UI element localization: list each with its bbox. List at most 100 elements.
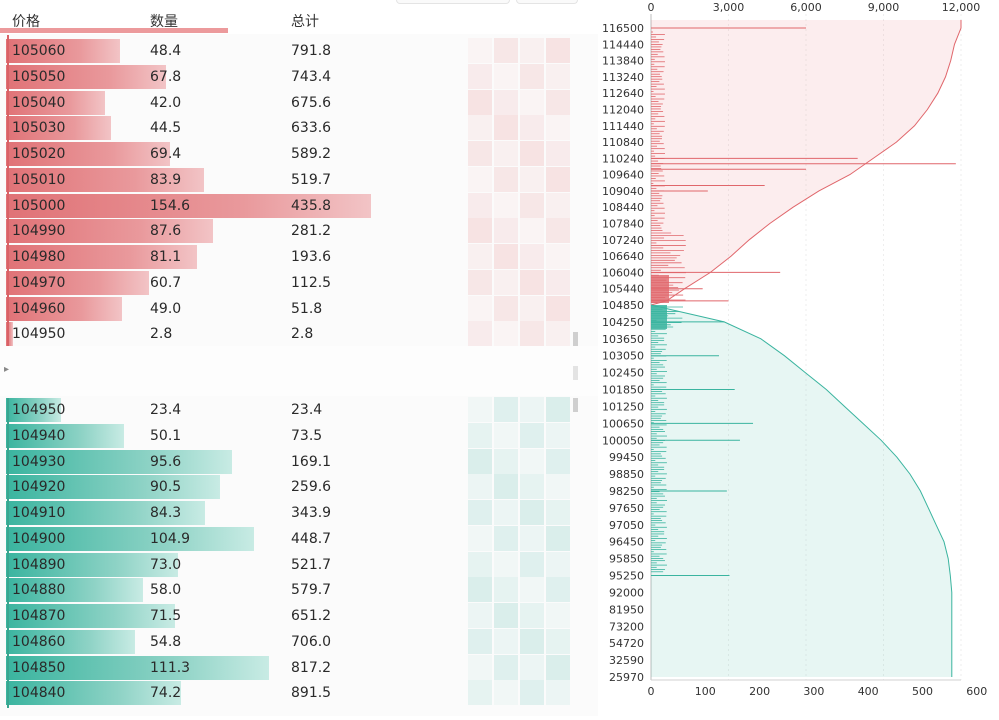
ask-row[interactable]: 104990 87.6 281.2 bbox=[0, 218, 598, 244]
bid-level-cluster bbox=[651, 305, 667, 329]
bid-heat-cell bbox=[468, 680, 492, 706]
ask-quantity-bar bbox=[6, 116, 112, 141]
bid-row[interactable]: 104840 74.2 891.5 bbox=[0, 680, 598, 706]
ask-row[interactable]: 105000 154.6 435.8 bbox=[0, 192, 598, 218]
price-axis-tick: 110840 bbox=[602, 136, 644, 149]
ask-price: 104950 bbox=[12, 326, 66, 343]
price-axis-tick: 104850 bbox=[602, 299, 644, 312]
expand-arrow-icon[interactable]: ▸ bbox=[4, 364, 10, 375]
top-axis-tick: 0 bbox=[648, 1, 655, 14]
price-axis-tick: 111440 bbox=[602, 120, 644, 133]
ask-total: 281.2 bbox=[291, 223, 332, 240]
bid-quantity-bar bbox=[6, 552, 179, 577]
ask-heat-cell bbox=[520, 244, 544, 269]
bid-row[interactable]: 104880 58.0 579.7 bbox=[0, 577, 598, 603]
bid-row[interactable]: 104930 95.6 169.1 bbox=[0, 448, 598, 474]
ask-row[interactable]: 104960 49.0 51.8 bbox=[0, 295, 598, 321]
ask-row[interactable]: 105040 42.0 675.6 bbox=[0, 89, 598, 115]
bid-heat-cell bbox=[520, 577, 544, 603]
ask-row[interactable]: 105050 67.8 743.4 bbox=[0, 63, 598, 89]
price-axis-tick: 103650 bbox=[602, 333, 644, 346]
ask-heat-cell bbox=[494, 166, 518, 192]
tab-handle[interactable] bbox=[516, 0, 578, 4]
ask-heat-cell bbox=[494, 141, 518, 166]
ask-total: 435.8 bbox=[291, 197, 332, 214]
bid-row[interactable]: 104920 90.5 259.6 bbox=[0, 474, 598, 500]
ask-level-cluster bbox=[651, 275, 669, 303]
price-axis-tick: 32590 bbox=[609, 654, 644, 667]
ask-quantity: 81.1 bbox=[150, 249, 182, 265]
bid-depth-line bbox=[650, 304, 953, 677]
ask-price: 105040 bbox=[12, 94, 66, 111]
bid-heat-cell bbox=[546, 577, 570, 603]
ask-heat-cell bbox=[494, 38, 518, 63]
bid-row[interactable]: 104850 111.3 817.2 bbox=[0, 654, 598, 680]
price-axis-tick: 54720 bbox=[609, 637, 644, 650]
top-axis-tick: 3,000 bbox=[713, 1, 745, 14]
bid-heat-cell bbox=[520, 448, 544, 474]
top-axis-tick: 12,000 bbox=[942, 1, 981, 14]
bid-heat-cell bbox=[468, 603, 492, 628]
bid-quantity: 50.1 bbox=[150, 427, 182, 444]
bid-quantity-bar bbox=[6, 423, 125, 448]
bid-row[interactable]: 104950 23.4 23.4 bbox=[0, 397, 598, 422]
ask-heat-cell bbox=[468, 166, 492, 192]
ask-heat-cell bbox=[468, 321, 492, 347]
ask-depth-line bbox=[650, 20, 962, 306]
ask-total: 193.6 bbox=[291, 249, 332, 265]
price-axis-tick: 113840 bbox=[602, 55, 644, 68]
ask-quantity-bar bbox=[6, 64, 167, 89]
ask-row[interactable]: 104980 81.1 193.6 bbox=[0, 244, 598, 269]
bid-heat-cell bbox=[520, 654, 544, 680]
ask-heat-cell bbox=[468, 141, 492, 166]
ask-heat-cell bbox=[468, 244, 492, 269]
bid-price: 104870 bbox=[12, 608, 66, 624]
bid-row[interactable]: 104900 104.9 448.7 bbox=[0, 525, 598, 551]
bid-row[interactable]: 104890 73.0 521.7 bbox=[0, 551, 598, 577]
ask-row[interactable]: 104950 2.8 2.8 bbox=[0, 321, 598, 347]
ask-total: 51.8 bbox=[291, 300, 323, 317]
ask-heat-cell bbox=[494, 244, 518, 269]
price-axis-tick: 116500 bbox=[602, 22, 644, 35]
ask-heat-cell bbox=[520, 218, 544, 244]
tab-handle[interactable] bbox=[396, 0, 510, 4]
ask-row[interactable]: 104970 60.7 112.5 bbox=[0, 269, 598, 295]
bid-row[interactable]: 104860 54.8 706.0 bbox=[0, 628, 598, 654]
ask-quantity: 87.6 bbox=[150, 223, 182, 240]
bid-row[interactable]: 104940 50.1 73.5 bbox=[0, 422, 598, 448]
ask-quantity-bar bbox=[6, 322, 13, 347]
ask-quantity: 2.8 bbox=[150, 326, 173, 343]
quantity-column-header: 数量 bbox=[150, 14, 178, 30]
bid-total: 579.7 bbox=[291, 582, 332, 599]
bid-price: 104880 bbox=[12, 582, 66, 599]
ask-row[interactable]: 105010 83.9 519.7 bbox=[0, 166, 598, 192]
scrollbar-thumb[interactable] bbox=[573, 398, 578, 412]
ask-quantity-bar bbox=[6, 193, 371, 218]
bid-quantity: 104.9 bbox=[150, 530, 191, 547]
ask-price: 105010 bbox=[12, 171, 66, 188]
bid-row[interactable]: 104910 84.3 343.9 bbox=[0, 500, 598, 525]
ask-heat-cell bbox=[520, 38, 544, 63]
bid-heat-cell bbox=[468, 654, 492, 680]
ask-quantity: 83.9 bbox=[150, 171, 182, 188]
scrollbar-track[interactable] bbox=[573, 366, 578, 380]
ask-heat-cell bbox=[468, 192, 492, 218]
ask-row[interactable]: 105020 69.4 589.2 bbox=[0, 141, 598, 166]
ask-row[interactable]: 105060 48.4 791.8 bbox=[0, 38, 598, 63]
total-column-header: 总计 bbox=[291, 14, 319, 30]
bid-heat-cell bbox=[468, 448, 492, 474]
bottom-axis-tick: 400 bbox=[858, 685, 879, 698]
bottom-axis-tick: 100 bbox=[695, 685, 716, 698]
ask-heat-cell bbox=[468, 218, 492, 244]
price-axis-tick: 113240 bbox=[602, 71, 644, 84]
bid-price: 104900 bbox=[12, 530, 66, 547]
bid-row[interactable]: 104870 71.5 651.2 bbox=[0, 603, 598, 628]
ask-row[interactable]: 105030 44.5 633.6 bbox=[0, 115, 598, 141]
scrollbar-thumb[interactable] bbox=[573, 332, 578, 346]
price-axis-tick: 101250 bbox=[602, 400, 644, 413]
depth-strip bbox=[0, 28, 228, 33]
bid-heat-cell bbox=[494, 577, 518, 603]
ask-heat-cell bbox=[494, 89, 518, 115]
price-axis-tick: 99450 bbox=[609, 451, 644, 464]
top-axis-tick: 6,000 bbox=[790, 1, 822, 14]
